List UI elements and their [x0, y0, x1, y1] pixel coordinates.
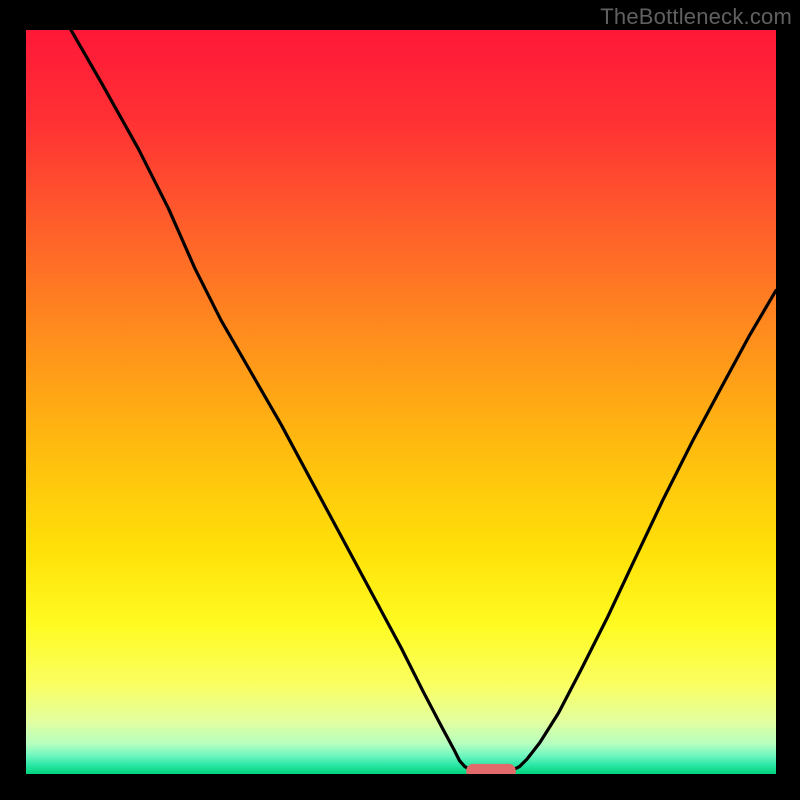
chart-stage: TheBottleneck.com	[0, 0, 800, 800]
watermark-text: TheBottleneck.com	[600, 4, 792, 30]
gradient-background	[26, 30, 776, 774]
plot-area	[26, 30, 776, 774]
chart-svg	[26, 30, 776, 774]
min-marker	[467, 764, 516, 774]
